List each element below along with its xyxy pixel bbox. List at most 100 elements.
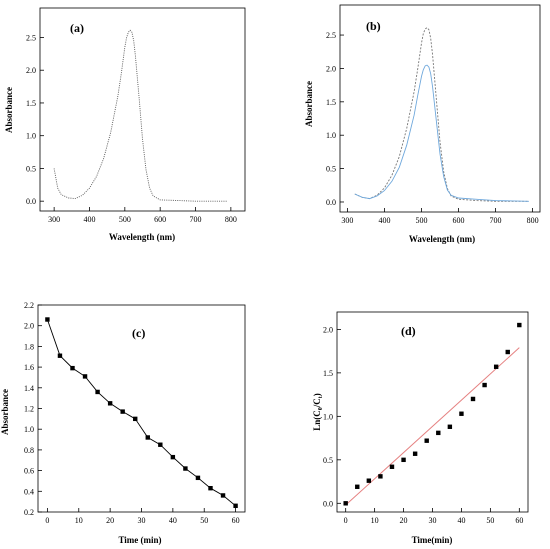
panel-d-xlabel: Time(min)	[412, 535, 453, 545]
panel-c-series-0-point-14	[220, 493, 226, 498]
panel-d-fit-line	[345, 347, 520, 506]
panel-c-xtick-label-5: 50	[200, 516, 208, 525]
panel-c-ytick-label-4: 1.0	[24, 425, 34, 434]
panel-a-ytick-label-1: 0.5	[26, 164, 36, 173]
panel-d-xtick-label-0: 0	[344, 516, 348, 525]
panel-a-ylabel: Absorbance	[4, 87, 14, 133]
panel-c-xtick-label-4: 40	[169, 516, 177, 525]
panel-a-xlabel: Wavelength (nm)	[109, 232, 175, 242]
panel-c-ytick-label-9: 2.0	[24, 322, 34, 331]
panel-d-series-0-point-13	[493, 364, 499, 369]
panel-d-series-0-point-12	[482, 382, 487, 388]
panel-d-label: (d)	[401, 324, 416, 338]
panel-c-series-0-point-9	[158, 442, 163, 447]
panel-d-xtick-label-3: 30	[429, 516, 437, 525]
panel-a-label: (a)	[70, 21, 84, 35]
panel-c-series-0-point-2	[70, 365, 75, 371]
panel-c-ytick-label-2: 0.6	[24, 467, 34, 476]
panel-a-frame	[39, 7, 246, 212]
panel-c-ytick-label-10: 2.2	[24, 301, 34, 310]
panel-d-ytick-label-4: 2.0	[323, 325, 333, 334]
panel-b-ytick-label-2: 1.0	[326, 131, 336, 140]
panel-d-series-0-point-8	[436, 430, 441, 436]
panel-c-series-0-point-8	[145, 435, 150, 440]
panel-c-series-0-line	[46, 319, 236, 507]
panel-d-series-0-point-6	[412, 451, 418, 456]
panel-b-xtick-label-1: 400	[378, 216, 390, 225]
panel-c-series-0-point-1	[57, 353, 63, 358]
panel-d-series-0-point-10	[459, 411, 464, 416]
panel-b: (b) Wavelength (nm) Absorbance 300 400 500…	[304, 4, 541, 244]
panel-d-ylabel: Ln(C0/Ct)	[312, 393, 324, 431]
panel-a-ytick-label-5: 2.5	[26, 33, 36, 42]
panel-d-series-0-point-1	[355, 484, 360, 489]
panel-b-series-1-line	[354, 64, 529, 202]
panel-d-ytick-label-3: 1.5	[323, 369, 333, 378]
panel-b-xtick-label-0: 300	[341, 216, 353, 225]
panel-b-ytick-label-3: 1.5	[326, 98, 336, 107]
panel-c-series-0-point-12	[195, 475, 201, 481]
panel-c-ytick-label-3: 0.8	[24, 446, 34, 455]
panel-d-ytick-label-1: 0.5	[323, 456, 333, 465]
panel-c-ytick-label-5: 1.2	[24, 405, 34, 414]
panel-b-xtick-label-3: 600	[453, 216, 465, 225]
panel-b-label: (b)	[366, 19, 381, 33]
panel-c-marks: 0 10 20 30 40 50 60 0.2 0.4 0.6 0.8 1.0 1.2 1.4 1.6 1.8…	[24, 301, 240, 525]
panel-b-ylabel: Absorbance	[304, 81, 314, 127]
panel-a-xtick-label-4: 700	[190, 215, 202, 224]
panel-c-series-0-point-10	[170, 454, 176, 460]
panel-c-xtick-label-0: 0	[45, 516, 49, 525]
panel-b-xlabel: Wavelength (nm)	[409, 234, 475, 244]
panel-c-ytick-label-8: 1.8	[24, 342, 34, 351]
panel-a-ytick-label-4: 2.0	[26, 66, 36, 75]
panel-d-ytick-label-0: 0.0	[323, 499, 333, 508]
panel-c-label: (c)	[132, 326, 145, 340]
panel-c-xtick-label-2: 20	[106, 516, 114, 525]
panel-b-ytick-label-4: 2.0	[326, 64, 336, 73]
panel-b-xtick-label-4: 700	[490, 216, 502, 225]
panel-a-xtick-label-3: 600	[154, 215, 166, 224]
panel-a-xtick-label-5: 800	[225, 215, 237, 224]
panel-b-xtick-label-5: 800	[527, 216, 539, 225]
panel-d-frame	[336, 311, 529, 513]
panel-d-series-0-point-15	[517, 322, 522, 328]
panel-a-xtick-label-1: 400	[83, 215, 95, 224]
panel-d-xtick-label-1: 10	[371, 516, 379, 525]
panel-c-ytick-label-7: 1.6	[24, 363, 34, 372]
panel-a-ytick-label-3: 1.5	[26, 99, 36, 108]
panel-b-ytick-label-1: 0.5	[326, 165, 336, 174]
panel-c-series-0-point-4	[95, 389, 100, 395]
panel-a-ytick-label-2: 1.0	[26, 132, 36, 141]
panel-a-marks: 300 400 500 600 700 800 0.0 0.5 1.0 1.5 2.0 2.5	[26, 29, 237, 224]
panel-b-ytick-label-5: 2.5	[326, 31, 336, 40]
panel-c-series-0-point-0	[45, 317, 50, 322]
panel-d-series-0-point-14	[505, 349, 510, 355]
panel-d-xtick-label-4: 40	[457, 516, 465, 525]
panel-d-series-0-point-2	[366, 478, 372, 483]
panel-c-series-0-point-5	[107, 401, 113, 406]
panel-b-ytick-label-0: 0.0	[326, 198, 336, 207]
panel-c-series-0-point-3	[82, 374, 88, 379]
panel-c-series-0-point-7	[133, 416, 138, 422]
panel-d-xtick-label-6: 60	[515, 516, 523, 525]
panel-c-ytick-label-0: 0.2	[24, 508, 34, 517]
panel-c-xtick-label-6: 60	[232, 516, 240, 525]
panel-a-ytick-label-0: 0.0	[26, 197, 36, 206]
panel-c: (c) Time (min) Absorbance 0 10 20 30 40 50 600…	[0, 301, 246, 545]
panel-b-xtick-label-2: 500	[415, 216, 427, 225]
panel-d-series-0-point-0	[343, 501, 348, 506]
panel-d-series-0-point-4	[389, 464, 395, 469]
panel-c-ytick-label-6: 1.4	[24, 384, 34, 393]
panel-d-series-0-point-7	[424, 438, 429, 443]
panel-c-series-0-point-15	[233, 503, 238, 508]
panel-c-xtick-label-3: 30	[138, 516, 146, 525]
panel-b-series-0-line	[354, 27, 529, 202]
panel-d-xtick-label-2: 20	[400, 516, 408, 525]
panel-a-xtick-label-0: 300	[48, 215, 60, 224]
panel-c-xtick-label-1: 10	[75, 516, 83, 525]
panel-c-xlabel: Time (min)	[118, 535, 161, 545]
panel-d-series-0-point-3	[378, 474, 383, 479]
panel-c-series-0-point-6	[120, 409, 125, 414]
panel-b-marks: 300 400 500 600 700 800 0.0 0.5 1.0 1.5 2.0 2.5	[326, 27, 539, 225]
